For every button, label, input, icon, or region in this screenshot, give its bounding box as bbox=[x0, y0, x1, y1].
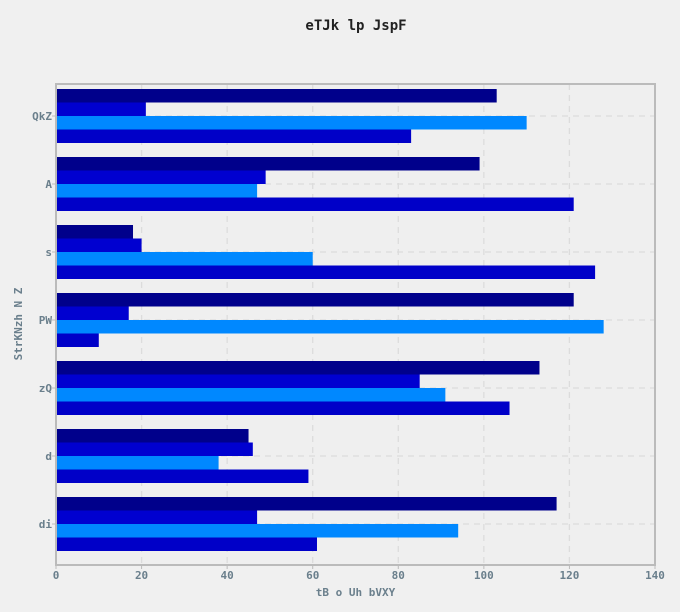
y-axis-label: StrKNzh N Z bbox=[12, 287, 25, 360]
x-tick-label: 120 bbox=[559, 569, 579, 582]
y-tick-label: PW bbox=[39, 314, 53, 327]
bar-d-1 bbox=[57, 429, 249, 443]
x-tick-label: 100 bbox=[474, 569, 494, 582]
y-tick-label: QkZ bbox=[32, 110, 52, 123]
bar-di-4 bbox=[57, 537, 317, 551]
y-tick-label: di bbox=[39, 518, 53, 531]
bar-s-1 bbox=[57, 225, 134, 239]
bar-zQ-4 bbox=[57, 401, 510, 415]
bar-zQ-3 bbox=[57, 388, 446, 402]
plot-frame bbox=[55, 83, 656, 566]
bar-d-3 bbox=[57, 456, 219, 470]
bar-s-4 bbox=[57, 265, 596, 279]
bar-A-4 bbox=[57, 197, 574, 211]
bar-s-2 bbox=[57, 238, 142, 252]
chart-title: eTJk lp JspF bbox=[305, 18, 406, 34]
x-tick-label: 40 bbox=[221, 569, 234, 582]
y-tick-label: A bbox=[45, 178, 52, 191]
x-tick-label: 20 bbox=[135, 569, 148, 582]
y-ticks: QkZ As PW zQ d di bbox=[32, 110, 56, 531]
x-ticks: 0 20 40 60 80 100 120 140 bbox=[53, 565, 665, 582]
bar-QkZ-2 bbox=[57, 102, 146, 116]
bar-PW-1 bbox=[57, 293, 574, 307]
bar-QkZ-3 bbox=[57, 116, 527, 130]
bar-di-3 bbox=[57, 524, 459, 538]
bar-d-4 bbox=[57, 469, 309, 483]
x-tick-label: 0 bbox=[53, 569, 60, 582]
bar-zQ-1 bbox=[57, 361, 540, 375]
bars bbox=[57, 89, 604, 551]
bar-PW-4 bbox=[57, 333, 99, 347]
bar-PW-3 bbox=[57, 320, 604, 334]
bar-A-1 bbox=[57, 157, 480, 171]
y-tick-label: d bbox=[45, 450, 52, 463]
bar-QkZ-4 bbox=[57, 129, 412, 143]
bar-A-3 bbox=[57, 184, 258, 198]
y-tick-label: s bbox=[45, 246, 52, 259]
bar-zQ-2 bbox=[57, 374, 420, 388]
x-tick-label: 60 bbox=[306, 569, 319, 582]
x-axis-label: tB o Uh bVXY bbox=[316, 586, 396, 599]
bar-di-1 bbox=[57, 497, 557, 511]
x-tick-label: 80 bbox=[392, 569, 405, 582]
bar-A-2 bbox=[57, 170, 266, 184]
bar-s-3 bbox=[57, 252, 313, 266]
y-tick-label: zQ bbox=[39, 382, 53, 395]
bar-QkZ-1 bbox=[57, 89, 497, 103]
x-tick-label: 140 bbox=[645, 569, 665, 582]
bar-PW-2 bbox=[57, 306, 129, 320]
bar-di-2 bbox=[57, 510, 258, 524]
bar-d-2 bbox=[57, 442, 253, 456]
